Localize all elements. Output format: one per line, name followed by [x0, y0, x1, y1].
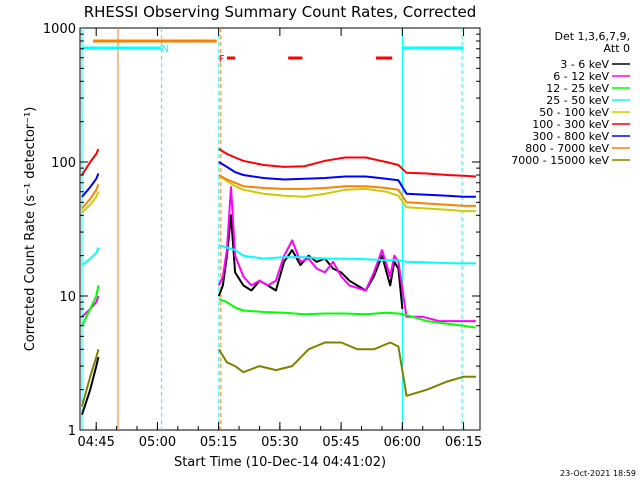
y-ticks: 1 10 100 1000: [43, 22, 480, 439]
series-line: [218, 174, 476, 213]
legend-label: 12 - 25 keV: [546, 82, 609, 95]
night-annotation: N: [162, 44, 169, 55]
legend-label: 7000 - 15000 keV: [511, 154, 609, 167]
legend-label: 100 - 300 keV: [532, 118, 609, 131]
y-tick-label: 100: [51, 156, 76, 171]
legend-label: 6 - 12 keV: [553, 70, 609, 83]
x-tick-label: 05:15: [200, 435, 237, 450]
series-line: [218, 298, 477, 329]
legend-label: 25 - 50 keV: [546, 94, 609, 107]
series-layer: [81, 148, 477, 416]
legend-header: Det 1,3,6,7,9,: [554, 30, 630, 43]
series-50-100-kev: [81, 174, 476, 214]
y-tick-label: 1000: [43, 22, 76, 37]
legend-label: 300 - 800 keV: [532, 130, 609, 143]
footer-timestamp: 23-Oct-2021 18:59: [560, 469, 636, 478]
series-line: [81, 173, 100, 198]
x-tick-label: 04:45: [77, 435, 114, 450]
y-axis-label: Corrected Count Rate (s⁻¹ detector⁻¹): [23, 107, 38, 352]
legend-label: 3 - 6 keV: [560, 58, 609, 71]
chart-title: RHESSI Observing Summary Count Rates, Co…: [84, 3, 477, 21]
series-line: [81, 247, 100, 266]
series-line: [217, 186, 476, 323]
legend-header: Att 0: [604, 42, 630, 55]
x-tick-label: 06:00: [384, 435, 421, 450]
series-100-300-kev: [81, 148, 476, 178]
y-tick-label: 10: [59, 290, 76, 305]
series-line: [81, 295, 100, 318]
series-25-50-kev: [81, 244, 476, 266]
x-tick-label: 05:45: [322, 435, 359, 450]
series-line: [81, 349, 100, 407]
legend-label: 800 - 7000 keV: [525, 142, 609, 155]
x-tick-label: 06:15: [445, 435, 482, 450]
legend-label: 50 - 100 keV: [539, 106, 609, 119]
series-800-7000-kev: [81, 174, 476, 210]
x-tick-label: 05:00: [139, 435, 176, 450]
y-tick-label: 1: [68, 424, 76, 439]
series-line: [81, 191, 100, 214]
flare-annotation: F: [219, 54, 225, 65]
x-axis-label: Start Time (10-Dec-14 04:41:02): [174, 455, 386, 470]
series-6-12-kev: [81, 186, 476, 323]
series-line: [218, 148, 476, 178]
series-3-6-kev: [81, 214, 404, 416]
series-line: [81, 184, 100, 210]
x-tick-label: 05:30: [261, 435, 298, 450]
series-line: [218, 244, 476, 265]
series-300-800-kev: [81, 161, 476, 198]
series-7000-15000-kev: [81, 341, 476, 407]
series-line: [81, 285, 100, 327]
series-line: [218, 161, 476, 198]
observing-bars: NF: [81, 28, 464, 430]
series-line: [218, 174, 476, 207]
series-line: [217, 341, 476, 397]
series-line: [81, 148, 100, 176]
series-line: [81, 356, 100, 416]
x-ticks: 04:45 05:00 05:15 05:30 05:45 06:00 06:15: [77, 28, 482, 450]
series-12-25-kev: [81, 285, 477, 329]
